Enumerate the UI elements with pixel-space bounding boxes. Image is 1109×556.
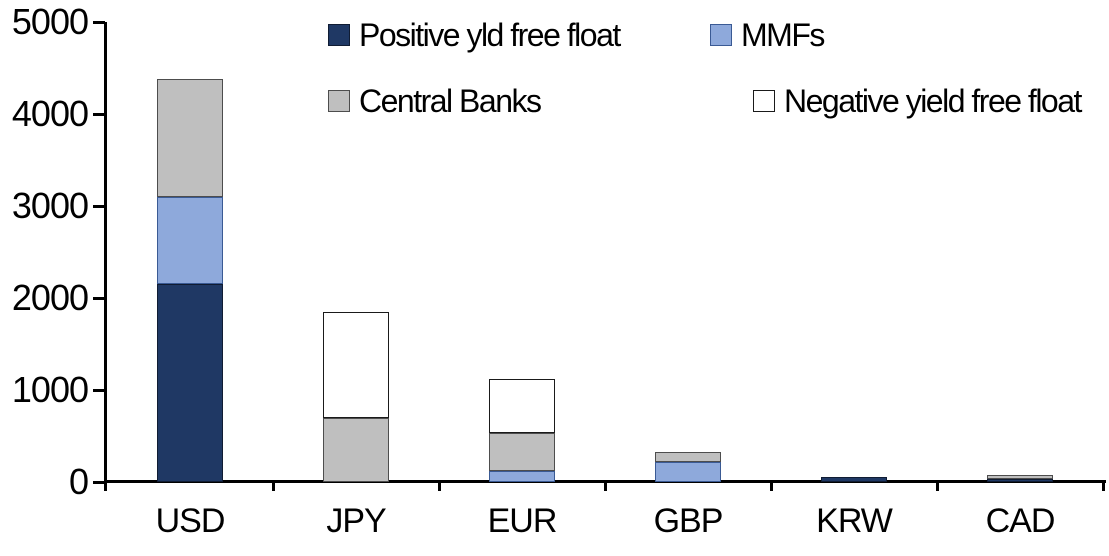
y-axis-line [104, 22, 107, 491]
y-tick-label: 3000 [11, 185, 89, 226]
legend-item-positive-yld-free-float: Positive yld free float [328, 17, 621, 53]
bar-segment [987, 478, 1053, 482]
y-tick [93, 204, 105, 208]
x-tick [935, 481, 939, 491]
x-axis-category-label: USD [155, 502, 226, 540]
bar-segment [655, 451, 721, 462]
legend-swatch-central-banks-icon [328, 90, 350, 112]
legend-swatch-negative-yield-free-float-icon [753, 90, 775, 112]
y-tick-label: 1000 [11, 369, 89, 410]
x-axis-category-label: EUR [487, 502, 558, 540]
y-tick [93, 20, 105, 24]
y-tick-label: 0 [68, 461, 89, 502]
bar-segment [987, 475, 1053, 479]
x-tick [603, 481, 607, 491]
legend-item-negative-yield-free-float: Negative yield free float [753, 83, 1082, 119]
bar-segment [323, 417, 389, 482]
y-tick [93, 112, 105, 116]
x-axis-category-label: CAD [985, 502, 1056, 540]
bar-segment [323, 311, 389, 418]
bar-segment [157, 284, 223, 482]
y-tick-label: 5000 [11, 1, 89, 42]
legend-label-positive-yld-free-float: Positive yld free float [359, 17, 621, 53]
bar-segment [157, 79, 223, 197]
legend-label-mmfs: MMFs [741, 17, 825, 53]
bar-segment [821, 477, 887, 482]
legend-label-negative-yield-free-float: Negative yield free float [784, 83, 1082, 119]
bar-segment [157, 196, 223, 285]
x-axis-category-label: GBP [653, 502, 724, 540]
x-axis-category-label: KRW [816, 502, 893, 540]
legend-item-mmfs: MMFs [710, 17, 825, 53]
x-tick [1101, 481, 1105, 491]
x-tick [437, 481, 441, 491]
x-tick [271, 481, 275, 491]
legend-swatch-positive-yld-free-float-icon [328, 24, 350, 46]
bar-segment [489, 433, 555, 471]
bar-segment [655, 461, 721, 482]
y-tick-label: 2000 [11, 277, 89, 318]
y-tick [93, 388, 105, 392]
legend-item-central-banks: Central Banks [328, 83, 542, 119]
x-tick [769, 481, 773, 491]
legend-swatch-mmfs-icon [710, 24, 732, 46]
y-tick [93, 480, 105, 484]
bar-segment [489, 470, 555, 482]
bar-segment [489, 378, 555, 434]
x-axis-category-label: JPY [326, 502, 386, 540]
y-tick [93, 296, 105, 300]
y-tick-label: 4000 [11, 93, 89, 134]
legend-label-central-banks: Central Banks [359, 83, 542, 119]
